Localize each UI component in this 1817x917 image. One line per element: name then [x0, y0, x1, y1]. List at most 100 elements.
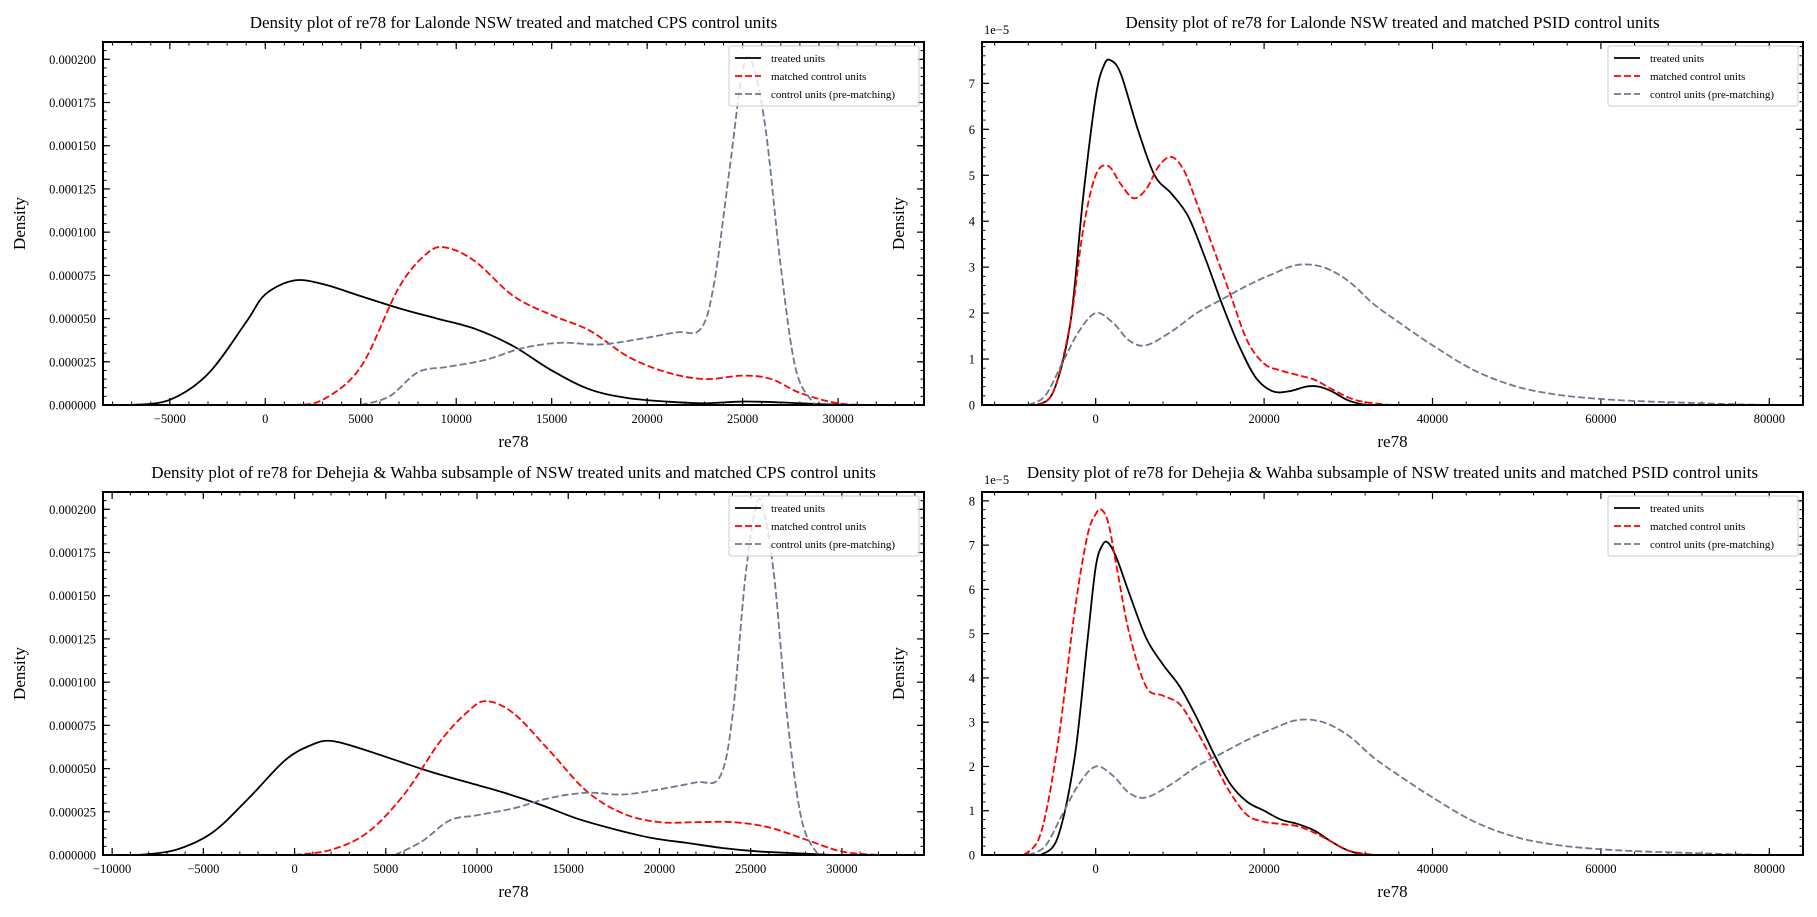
series-line-control-units-pre-matching — [394, 497, 819, 855]
x-tick-label: 25000 — [727, 412, 758, 426]
y-tick-label: 7 — [969, 77, 975, 91]
legend: treated units matched control units contro… — [728, 45, 920, 107]
x-tick-label: 20000 — [1248, 862, 1279, 876]
x-tick-label: 20000 — [644, 862, 675, 876]
x-tick-label: 25000 — [735, 862, 766, 876]
y-tick-label: 2 — [969, 760, 975, 774]
y-tick-label: 0.000175 — [49, 96, 96, 110]
series-line-treated-units — [1036, 58, 1366, 405]
y-tick-label: 0.000075 — [49, 269, 96, 283]
y-tick-label: 5 — [969, 627, 975, 641]
legend-entry: matched control units — [1650, 71, 1745, 83]
axes: 0 20000 40000 60000 80000 0 1 2 3 4 5 6 7 8 — [969, 491, 1804, 876]
x-tick-label: −10000 — [93, 862, 131, 876]
x-axis-label: re78 — [498, 432, 528, 451]
y-tick-label: 0.000000 — [49, 849, 96, 863]
y-tick-label: 0 — [969, 399, 975, 413]
legend-entry: treated units — [1650, 53, 1704, 65]
legend: treated units matched control units contro… — [728, 495, 920, 557]
y-tick-label: 2 — [969, 307, 975, 321]
series-line-matched-control-units — [1023, 508, 1374, 855]
legend-entry: treated units — [771, 503, 825, 515]
x-tick-label: 30000 — [826, 862, 857, 876]
y-tick-label: 0.000100 — [49, 676, 96, 690]
x-tick-label: 15000 — [553, 862, 584, 876]
x-tick-label: 0 — [262, 412, 268, 426]
x-axis-label: re78 — [1377, 882, 1407, 901]
y-tick-label: 0.000200 — [49, 503, 96, 517]
series-line-matched-control-units — [294, 700, 879, 855]
series-line-treated-units — [1040, 540, 1366, 855]
x-tick-label: 40000 — [1417, 412, 1448, 426]
chart-panel-2: Density plot of re78 for Lalonde NSW tre… — [889, 13, 1804, 451]
x-tick-label: 40000 — [1417, 862, 1448, 876]
y-tick-label: 0.000025 — [49, 805, 96, 819]
y-offset-label: 1e−5 — [984, 473, 1009, 487]
x-tick-label: 30000 — [822, 412, 853, 426]
y-tick-label: 0.000075 — [49, 719, 96, 733]
y-axis-label: Density — [889, 197, 908, 250]
series-line-treated-units — [131, 279, 858, 405]
y-tick-label: 0.000100 — [49, 226, 96, 240]
legend-entry: matched control units — [771, 521, 866, 533]
series-line-control-units-pre-matching — [360, 55, 816, 405]
y-tick-label: 6 — [969, 583, 975, 597]
y-tick-label: 8 — [969, 494, 975, 508]
y-offset-label: 1e−5 — [984, 23, 1009, 37]
y-tick-label: 0.000200 — [49, 53, 96, 67]
x-tick-label: 0 — [1093, 862, 1099, 876]
y-tick-label: 0.000050 — [49, 762, 96, 776]
series-line-control-units-pre-matching — [1027, 263, 1770, 405]
legend-entry: matched control units — [1650, 521, 1745, 533]
x-tick-label: 20000 — [632, 412, 663, 426]
x-tick-label: −5000 — [187, 862, 219, 876]
axes: 0 20000 40000 60000 80000 0 1 2 3 4 5 6 7 — [969, 42, 1804, 426]
y-tick-label: 0.000150 — [49, 139, 96, 153]
plot-frame — [981, 491, 1804, 856]
chart-title: Density plot of re78 for Lalonde NSW tre… — [1125, 13, 1659, 32]
chart-title: Density plot of re78 for Lalonde NSW tre… — [250, 13, 778, 32]
series-line-matched-control-units — [293, 246, 877, 405]
axes: −10000 −5000 0 5000 10000 15000 20000 25000 3000… — [49, 491, 924, 876]
y-tick-label: 5 — [969, 169, 975, 183]
x-tick-label: 10000 — [461, 862, 492, 876]
x-tick-label: 0 — [291, 862, 297, 876]
chart-panel-1: Density plot of re78 for Lalonde NSW tre… — [10, 13, 925, 451]
y-tick-label: 0.000125 — [49, 632, 96, 646]
plot-frame — [981, 41, 1804, 406]
x-tick-label: 80000 — [1754, 862, 1785, 876]
x-axis-label: re78 — [498, 882, 528, 901]
legend-entry: control units (pre-matching) — [771, 89, 895, 101]
y-tick-label: 0.000000 — [49, 399, 96, 413]
legend-entry: control units (pre-matching) — [771, 539, 895, 551]
y-tick-label: 1 — [969, 353, 975, 367]
legend: treated units matched control units contro… — [1607, 495, 1799, 557]
x-tick-label: 60000 — [1585, 862, 1616, 876]
y-tick-label: 4 — [969, 215, 976, 229]
legend-entry: treated units — [1650, 503, 1704, 515]
legend: treated units matched control units contro… — [1607, 45, 1799, 107]
legend-entry: matched control units — [771, 71, 866, 83]
y-tick-label: 0.000025 — [49, 355, 96, 369]
y-tick-label: 0.000050 — [49, 312, 96, 326]
x-tick-label: 15000 — [536, 412, 567, 426]
y-tick-label: 6 — [969, 123, 975, 137]
x-axis-label: re78 — [1377, 432, 1407, 451]
x-tick-label: 5000 — [348, 412, 373, 426]
y-tick-label: 0 — [969, 849, 975, 863]
legend-entry: control units (pre-matching) — [1650, 539, 1774, 551]
x-tick-label: 60000 — [1585, 412, 1616, 426]
chart-panel-3: Density plot of re78 for Dehejia & Wahba… — [10, 463, 925, 901]
y-axis-label: Density — [10, 197, 29, 250]
y-tick-label: 1 — [969, 804, 975, 818]
plot-frame — [102, 41, 925, 406]
legend-entry: control units (pre-matching) — [1650, 89, 1774, 101]
y-tick-label: 0.000175 — [49, 546, 96, 560]
y-tick-label: 7 — [969, 539, 975, 553]
x-tick-label: 80000 — [1754, 412, 1785, 426]
plot-frame — [102, 491, 925, 856]
chart-title: Density plot of re78 for Dehejia & Wahba… — [151, 463, 876, 482]
y-tick-label: 4 — [969, 671, 976, 685]
x-tick-label: 20000 — [1248, 412, 1279, 426]
